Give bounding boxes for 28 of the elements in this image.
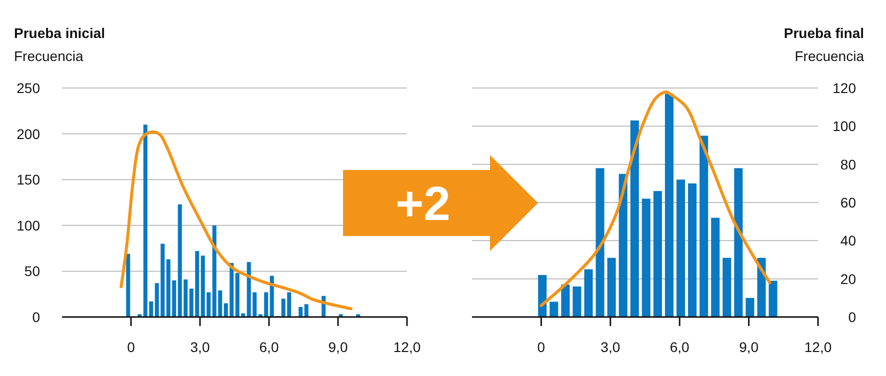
- x-tick-label: 12,0: [804, 339, 832, 355]
- y-tick-label: 120: [832, 80, 856, 96]
- x-tick-label: 0: [127, 339, 136, 355]
- x-tick-label: 0: [537, 339, 546, 355]
- y-tick-label: 150: [16, 172, 40, 188]
- chart-title: Prueba inicial: [14, 25, 106, 41]
- y-tick-label: 40: [840, 232, 856, 249]
- x-tick-label: 3,0: [190, 339, 210, 355]
- y-tick-label: 50: [24, 263, 40, 280]
- x-tick-label: 9,0: [328, 339, 348, 355]
- x-tick-label: 6,0: [259, 339, 279, 355]
- y-tick-label: 80: [840, 156, 856, 172]
- x-tick-label: 9,0: [739, 339, 759, 355]
- x-tick-label: 3,0: [600, 339, 620, 355]
- y-tick-label: 100: [16, 217, 40, 234]
- chart-title: Prueba final: [784, 25, 864, 41]
- y-tick-label: 200: [16, 126, 40, 142]
- x-tick-label: 6,0: [670, 339, 690, 355]
- y-tick-label: 20: [840, 270, 856, 287]
- y-tick-label: 60: [840, 194, 856, 210]
- annotation: +2: [396, 178, 450, 231]
- y-tick-label: 250: [16, 80, 40, 96]
- y-tick-label: 0: [32, 309, 40, 325]
- x-tick-label: 12,0: [393, 339, 421, 355]
- y-tick-label: 100: [832, 118, 856, 134]
- y-axis-title: Frecuencia: [794, 48, 864, 64]
- y-axis-title: Frecuencia: [14, 48, 84, 64]
- y-tick-label: 0: [848, 309, 856, 325]
